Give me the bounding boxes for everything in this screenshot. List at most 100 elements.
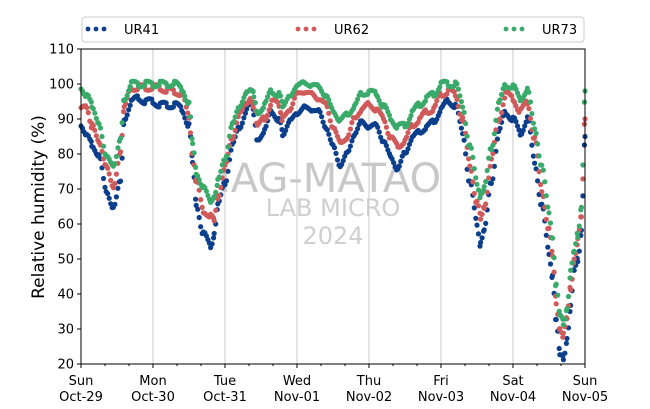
point-UR41 (186, 121, 192, 127)
point-UR41 (115, 185, 121, 191)
point-UR73 (386, 112, 392, 118)
x-tick-label-day: Mon (139, 374, 166, 389)
point-UR73 (93, 115, 99, 122)
point-UR62 (543, 216, 549, 222)
point-UR41 (349, 138, 355, 144)
point-UR41 (383, 143, 389, 149)
point-UR41 (228, 147, 234, 153)
point-UR41 (196, 214, 202, 221)
point-UR41 (520, 127, 526, 134)
point-UR73 (540, 167, 546, 173)
series-UR73 (78, 78, 588, 328)
point-UR41 (513, 118, 519, 125)
point-UR73 (355, 96, 361, 102)
point-UR73 (491, 131, 497, 137)
y-tick-label: 20 (57, 358, 74, 373)
point-UR73 (471, 166, 477, 172)
point-UR73 (190, 140, 196, 147)
x-tick-label-day: Fri (433, 374, 449, 389)
point-UR73 (486, 155, 492, 161)
data-points (78, 78, 588, 363)
point-UR73 (454, 81, 460, 87)
point-UR62 (478, 216, 484, 222)
point-UR41 (170, 104, 176, 110)
point-UR73 (226, 133, 233, 139)
point-UR41 (182, 115, 188, 121)
legend-item-UR41: UR41 (85, 23, 159, 38)
legend-marker (519, 26, 525, 32)
point-UR73 (533, 130, 539, 136)
point-UR62 (288, 105, 294, 112)
point-UR62 (444, 91, 450, 97)
point-UR41 (478, 239, 484, 246)
point-UR73 (539, 162, 545, 168)
point-UR73 (545, 204, 551, 210)
legend-marker (93, 26, 99, 32)
point-UR41 (118, 178, 124, 184)
point-UR73 (263, 98, 269, 104)
legend-label: UR62 (334, 23, 369, 38)
point-UR41 (195, 206, 201, 212)
point-UR62 (263, 116, 269, 122)
point-UR73 (547, 220, 554, 226)
x-tick-label-day: Sat (502, 374, 523, 389)
point-UR41 (339, 161, 345, 168)
point-UR41 (532, 160, 538, 166)
point-UR41 (563, 340, 570, 346)
point-UR73 (444, 79, 450, 85)
point-UR62 (90, 123, 96, 129)
point-UR41 (178, 103, 184, 110)
point-UR41 (327, 137, 333, 143)
point-UR73 (251, 94, 257, 100)
point-UR62 (539, 189, 545, 195)
point-UR73 (567, 275, 573, 281)
point-UR62 (560, 330, 567, 336)
point-UR73 (565, 293, 572, 300)
point-UR62 (551, 269, 557, 275)
point-UR73 (568, 267, 574, 273)
point-UR41 (113, 194, 119, 200)
point-UR73 (112, 161, 118, 167)
point-UR73 (124, 92, 130, 99)
point-UR41 (564, 335, 570, 342)
point-UR62 (527, 116, 534, 122)
point-UR73 (186, 99, 192, 105)
point-UR41 (437, 109, 443, 115)
point-UR41 (378, 134, 384, 140)
point-UR73 (234, 109, 240, 115)
y-tick-label: 50 (57, 253, 74, 268)
point-UR73 (560, 322, 567, 328)
point-UR73 (460, 104, 466, 110)
point-UR73 (214, 182, 220, 188)
point-UR41 (581, 142, 588, 148)
point-UR41 (530, 153, 537, 159)
point-UR73 (494, 106, 500, 112)
point-UR73 (550, 235, 556, 241)
point-UR62 (250, 104, 256, 110)
point-UR41 (100, 175, 107, 182)
point-UR73 (189, 136, 195, 142)
point-UR62 (231, 134, 237, 140)
point-UR73 (213, 189, 219, 195)
point-UR41 (320, 119, 326, 125)
x-tick-label-date: Oct-31 (203, 390, 247, 405)
point-UR62 (502, 95, 508, 101)
point-UR41 (553, 316, 559, 323)
point-UR41 (353, 130, 359, 136)
legend-marker (101, 26, 107, 32)
point-UR62 (434, 98, 440, 104)
point-UR73 (483, 178, 489, 185)
point-UR62 (268, 102, 274, 108)
point-UR73 (526, 89, 532, 95)
point-UR41 (562, 350, 568, 356)
y-tick-label: 40 (57, 288, 74, 303)
legend-marker (511, 26, 517, 32)
point-UR62 (108, 177, 114, 183)
point-UR62 (487, 163, 493, 169)
point-UR62 (457, 111, 463, 117)
point-UR62 (580, 176, 586, 182)
y-axis-label: Relative humidity (%) (29, 115, 49, 299)
point-UR73 (115, 145, 121, 151)
x-tick-label-day: Wed (283, 374, 311, 389)
